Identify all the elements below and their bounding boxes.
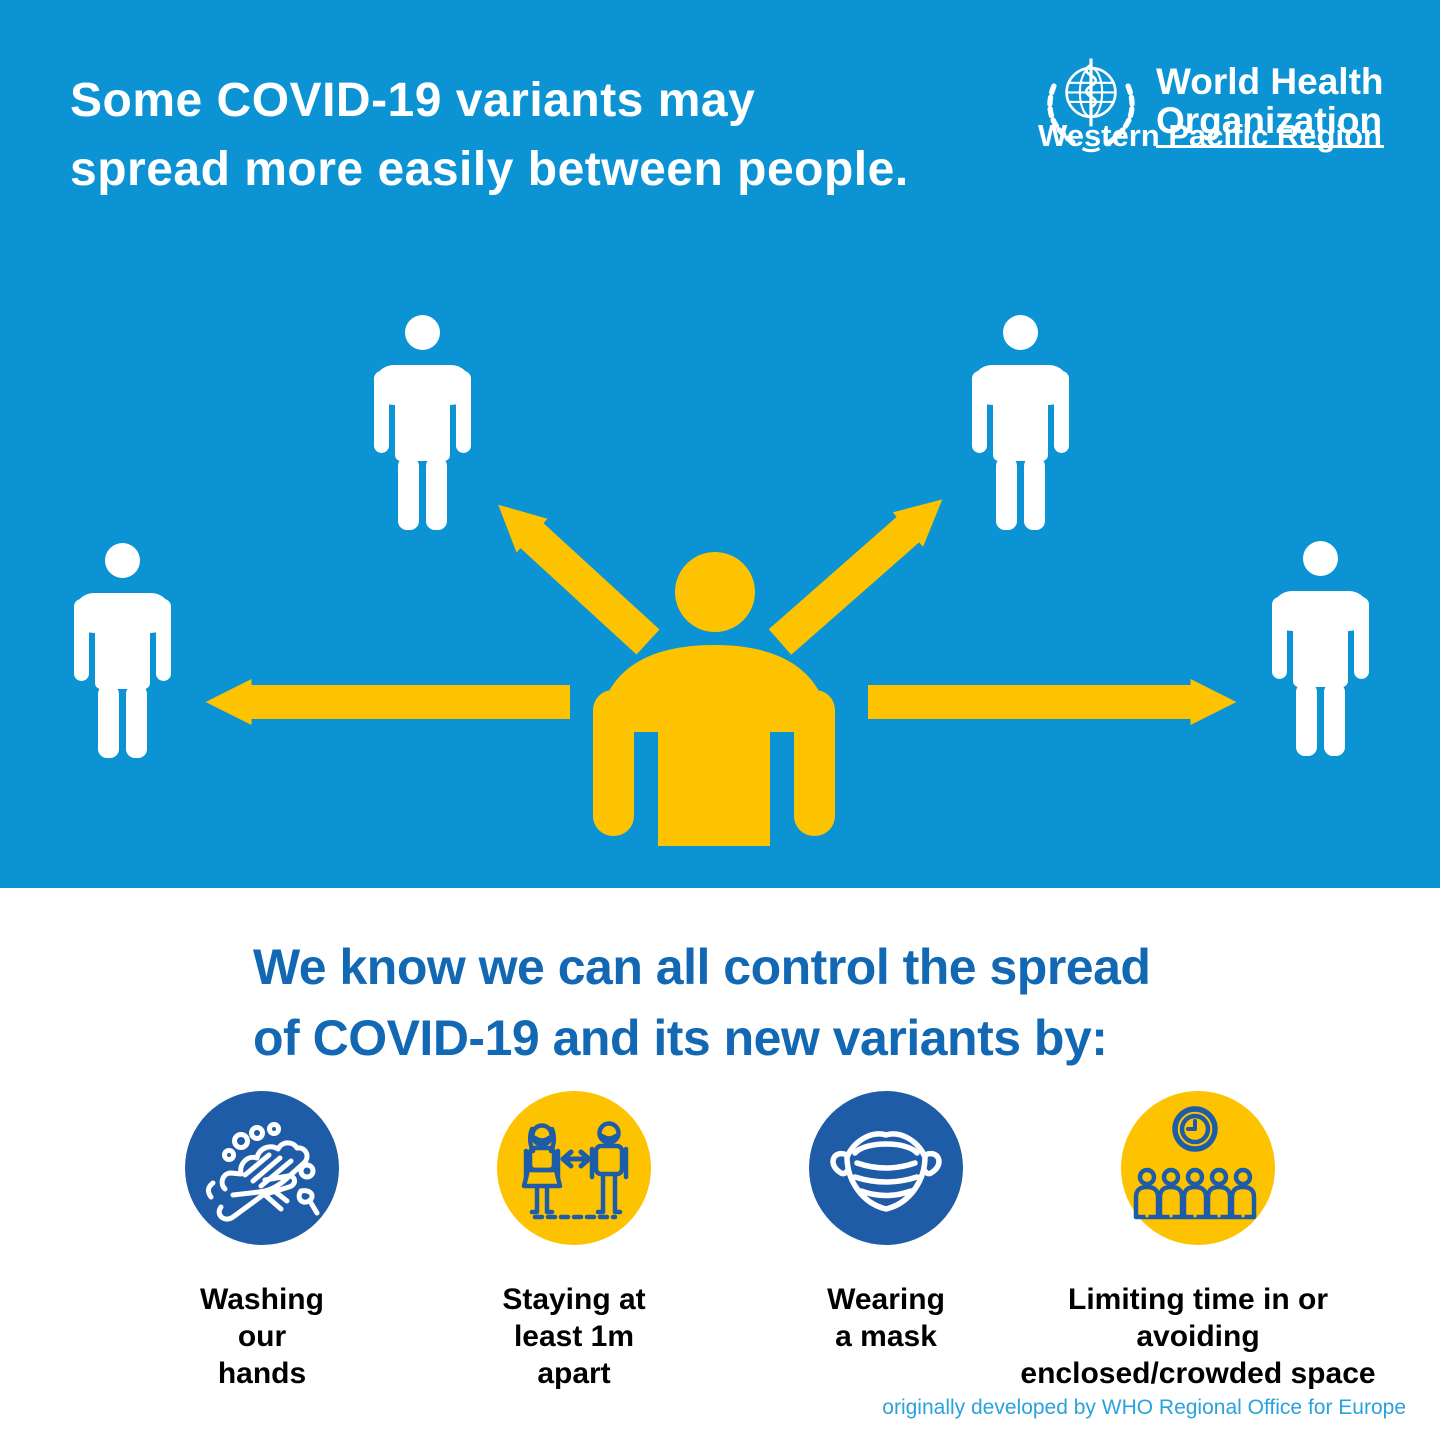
who-logo-divider bbox=[1156, 145, 1384, 148]
washing-hands-icon bbox=[185, 1091, 339, 1245]
who-emblem-icon bbox=[1047, 58, 1135, 153]
measure-label: Washing our hands bbox=[200, 1283, 324, 1390]
who-logo: World Health Organization Western Pacifi… bbox=[1038, 50, 1384, 156]
measure-mask: Wearing a mask bbox=[736, 1091, 1036, 1355]
measure-washing-hands: Washing our hands bbox=[112, 1091, 412, 1392]
who-region-label: Western Pacific Region bbox=[1038, 118, 1382, 153]
who-wordmark: World Health Organization bbox=[1156, 50, 1384, 148]
who-logo-top-row: World Health Organization bbox=[1038, 50, 1384, 156]
who-name-line2: Organization bbox=[1156, 100, 1383, 141]
person-figure-left bbox=[74, 543, 171, 758]
headline-line2: spread more easily between people. bbox=[70, 143, 909, 196]
measure-avoid-crowds: Limiting time in or avoiding enclosed/cr… bbox=[998, 1091, 1398, 1392]
credit-line: originally developed by WHO Regional Off… bbox=[882, 1396, 1406, 1419]
measure-label: Staying at least 1m apart bbox=[502, 1283, 646, 1390]
person-figure-right bbox=[1272, 541, 1369, 756]
infected-person-figure bbox=[593, 552, 835, 846]
spread-diagram bbox=[74, 315, 1369, 846]
control-heading: We know we can all control the spread of… bbox=[253, 932, 1151, 1074]
spread-arrow-up-right-icon bbox=[768, 499, 943, 655]
spread-arrows bbox=[205, 499, 1237, 725]
person-figure-top-right bbox=[972, 315, 1069, 530]
control-heading-line2: of COVID-19 and its new variants by: bbox=[253, 1010, 1108, 1066]
physical-distance-icon bbox=[497, 1091, 651, 1245]
measure-distance: Staying at least 1m apart bbox=[424, 1091, 724, 1392]
control-heading-line1: We know we can all control the spread bbox=[253, 939, 1151, 995]
clock-crowd-icon bbox=[1121, 1091, 1275, 1245]
measure-label: Limiting time in or avoiding enclosed/cr… bbox=[1020, 1283, 1376, 1390]
headline: Some COVID-19 variants may spread more e… bbox=[70, 66, 909, 204]
headline-line1: Some COVID-19 variants may bbox=[70, 74, 756, 127]
spread-arrow-up-left-icon bbox=[498, 504, 660, 655]
person-figure-top-left bbox=[374, 315, 471, 530]
hero-section: Some COVID-19 variants may spread more e… bbox=[0, 0, 1440, 888]
control-section: We know we can all control the spread of… bbox=[0, 888, 1440, 1440]
face-mask-icon bbox=[809, 1091, 963, 1245]
measure-label: Wearing a mask bbox=[827, 1283, 945, 1353]
who-name-line1: World Health bbox=[1156, 61, 1384, 102]
